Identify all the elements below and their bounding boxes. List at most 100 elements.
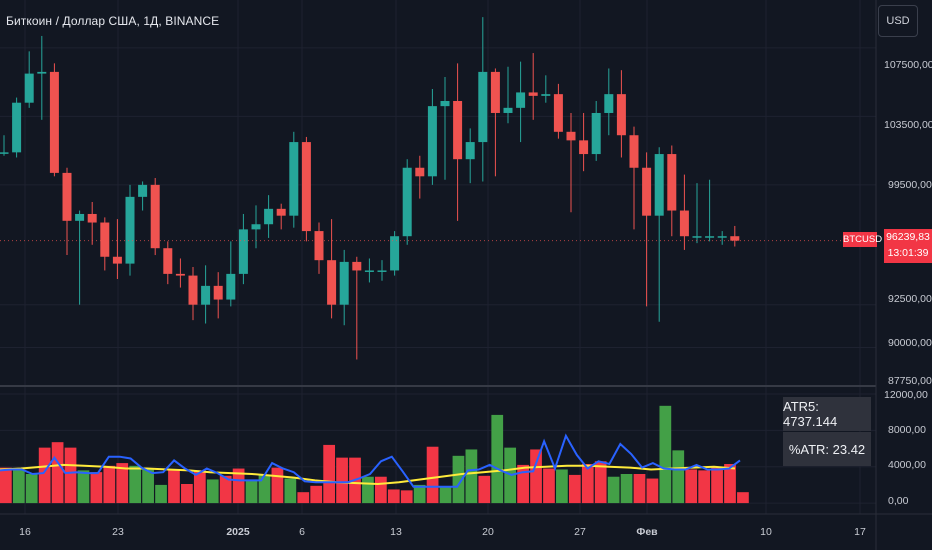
histogram-bar (724, 464, 736, 504)
histogram-bar (413, 484, 426, 504)
histogram-bar (12, 470, 25, 504)
candle-body (616, 94, 626, 136)
histogram-bar (543, 468, 555, 504)
candle-body (667, 154, 677, 211)
indicator-axis-label: 12000,00 (884, 389, 928, 401)
candle-body (528, 92, 538, 96)
candle-body (276, 208, 286, 216)
time-label: Фев (636, 526, 658, 538)
candle-body (440, 100, 450, 107)
price-label: 92500,00 (888, 293, 932, 305)
candle-body (339, 261, 349, 305)
candle-body (0, 152, 9, 154)
candle-body (213, 285, 223, 300)
histogram-bar (426, 446, 439, 504)
histogram-bar (77, 470, 90, 504)
histogram-bar (219, 475, 232, 504)
histogram-bar (737, 492, 749, 504)
candle-body (730, 236, 740, 241)
indicator-axis-label: 8000,00 (888, 424, 926, 436)
candle-body (24, 73, 34, 103)
symbol-badge: BTCUSD (843, 232, 883, 247)
currency-button[interactable]: USD (878, 5, 918, 37)
candle-body (453, 100, 463, 160)
histogram-bar (116, 463, 129, 504)
candles (0, 17, 876, 360)
histogram-bar (193, 470, 206, 504)
histogram-bar (310, 485, 323, 504)
histogram-bar (478, 475, 491, 504)
time-label: 16 (19, 526, 31, 538)
candle-body (175, 273, 185, 276)
histogram-bar (362, 476, 374, 504)
candle-body (12, 102, 22, 153)
candle-body (654, 154, 664, 216)
candle-body (465, 142, 475, 160)
histogram-bar (581, 464, 594, 504)
candle-body (415, 167, 425, 177)
candle-body (705, 236, 715, 238)
histogram-bar (556, 469, 568, 504)
candle-body (490, 71, 500, 113)
histogram-bar (297, 492, 310, 504)
time-label: 13 (390, 526, 402, 538)
time-label: 27 (574, 526, 586, 538)
histogram-bar (245, 479, 258, 504)
candle-body (629, 135, 639, 168)
histogram-bar (698, 470, 711, 504)
candle-body (327, 260, 337, 305)
histogram-bar (336, 457, 348, 504)
time-label: 23 (112, 526, 124, 538)
atr-ma-line (0, 463, 736, 486)
histogram-bar (323, 444, 336, 504)
candle-body (579, 140, 589, 155)
candle-body (364, 270, 374, 272)
candle-body (100, 222, 110, 257)
candle-body (692, 236, 702, 238)
candle-body (188, 275, 198, 305)
candle-body (377, 270, 387, 272)
candle-body (87, 213, 97, 223)
histogram-bar (64, 447, 77, 504)
histogram-bar (400, 490, 413, 504)
time-label: 20 (482, 526, 494, 538)
candle-body (301, 142, 311, 232)
histogram-bar (284, 478, 297, 504)
atr-percent-box: %ATR: 23.42 (783, 432, 871, 466)
last-price-badge: 96239,83 13:01:39 (884, 229, 932, 263)
histogram-bar (375, 476, 387, 504)
histogram-bar (90, 472, 103, 504)
time-label: 10 (760, 526, 772, 538)
histogram-bar (387, 489, 400, 504)
candle-body (62, 172, 72, 221)
candle-body (390, 236, 400, 271)
histogram-bar (271, 467, 284, 504)
candle-body (112, 256, 122, 264)
last-price-value: 96239,83 (886, 231, 930, 243)
candle-body (717, 236, 727, 238)
histogram-bar (568, 474, 581, 504)
candle-body (138, 184, 148, 197)
histogram-bar (142, 468, 154, 504)
price-label: 90000,00 (888, 337, 932, 349)
bar-countdown: 13:01:39 (887, 247, 929, 259)
candle-body (352, 261, 362, 271)
price-label: 103500,00 (884, 119, 932, 131)
candle-body (125, 196, 135, 264)
chart-title: Биткоин / Доллар США, 1Д, BINANCE (6, 14, 220, 28)
candle-body (201, 285, 211, 305)
atr-value-box: ATR5: 4737.144 (783, 397, 871, 431)
histogram-bar (232, 468, 245, 504)
histogram-bar (711, 467, 723, 504)
histogram-bar (672, 450, 685, 504)
histogram-bar (51, 442, 64, 504)
time-label: 17 (854, 526, 866, 538)
candle-body (591, 112, 601, 155)
candle-body (503, 107, 513, 113)
histogram-bar (517, 464, 529, 504)
histogram-bar (168, 469, 180, 504)
candle-body (604, 94, 614, 113)
price-label: 87750,00 (888, 375, 932, 387)
histogram-bar (685, 469, 698, 504)
